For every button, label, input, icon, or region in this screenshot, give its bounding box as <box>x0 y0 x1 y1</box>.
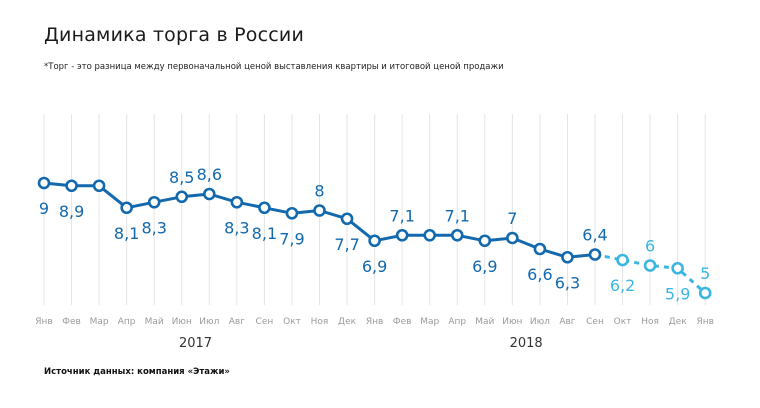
data-label: 8,6 <box>197 165 222 184</box>
x-tick-label: Авг <box>229 317 245 327</box>
x-tick-label: Сен <box>256 317 274 327</box>
x-tick-label: Окт <box>283 317 301 327</box>
x-tick-label: Апр <box>118 317 136 327</box>
forecast-point <box>616 253 629 267</box>
x-tick-label: Мар <box>90 317 109 327</box>
data-label: 9 <box>39 199 49 218</box>
data-point <box>533 242 547 256</box>
forecast-point <box>698 286 712 300</box>
x-tick-label: Окт <box>614 317 632 327</box>
forecast-point <box>643 259 657 272</box>
x-axis: Янв Фев Мар Апр Май Июн Июл Авг Сен Окт Ноя Дек Янв Ф… <box>35 317 714 351</box>
x-tick-label: Апр <box>448 317 466 327</box>
data-point <box>450 228 464 242</box>
data-label: 8,9 <box>59 202 84 221</box>
data-label: 7,7 <box>334 235 359 254</box>
footnote: *Торг - это разница между первоначальной… <box>44 62 504 72</box>
data-label: 8,1 <box>114 224 139 243</box>
data-label: 6,2 <box>610 276 635 295</box>
data-label: 8,3 <box>141 218 166 237</box>
x-tick-label: Ноя <box>641 317 659 327</box>
data-point <box>120 201 133 215</box>
data-label: 6,9 <box>472 257 497 276</box>
year-label: 2017 <box>179 336 212 351</box>
data-label: 6 <box>645 237 655 256</box>
data-label: 8 <box>314 182 324 201</box>
x-tick-label: Сен <box>586 317 604 327</box>
grid-lines <box>43 114 706 305</box>
x-tick-label: Мар <box>420 317 439 327</box>
x-tick-label: Май <box>475 317 494 327</box>
data-label: 6,6 <box>527 265 552 284</box>
forecast-point <box>671 261 684 275</box>
x-tick-label: Июн <box>172 317 192 327</box>
x-tick-label: Июн <box>502 317 522 327</box>
data-point <box>37 176 51 190</box>
data-point <box>92 179 106 193</box>
data-label: 8,3 <box>224 218 249 237</box>
data-point <box>561 250 574 264</box>
data-label: 7 <box>507 209 517 228</box>
chart-title: Динамика торга в России <box>44 24 305 46</box>
x-tick-label: Ноя <box>311 317 329 327</box>
data-point <box>230 195 244 209</box>
data-point <box>395 228 409 242</box>
data-point <box>285 206 299 220</box>
data-label: 8,1 <box>252 224 277 243</box>
data-label: 6,4 <box>582 226 607 245</box>
data-label: 7,9 <box>279 229 304 248</box>
x-tick-label: Авг <box>559 317 575 327</box>
x-tick-label: Дек <box>338 317 357 327</box>
data-point <box>588 248 602 261</box>
data-label: 6,3 <box>555 273 580 292</box>
data-point <box>147 195 161 209</box>
data-label: 8,5 <box>169 168 194 187</box>
x-tick-label: Дек <box>669 317 688 327</box>
data-points <box>37 176 712 300</box>
data-point <box>313 204 326 217</box>
x-tick-label: Фев <box>62 317 81 327</box>
data-point <box>478 234 492 248</box>
x-tick-label: Июл <box>530 317 550 327</box>
x-tick-label: Янв <box>696 317 713 327</box>
data-point <box>258 201 271 215</box>
x-tick-label: Июл <box>199 317 219 327</box>
x-tick-label: Фев <box>393 317 412 327</box>
data-label: 7,1 <box>445 206 470 225</box>
data-point <box>506 231 519 245</box>
data-point <box>340 212 354 226</box>
data-label: 5,9 <box>665 284 690 303</box>
data-point <box>203 187 216 201</box>
data-labels: 9 8,98,1 8,38,5 8,68,3 8,1 7,987,76,97,1 7,16,… <box>39 165 710 303</box>
data-label: 6,9 <box>362 257 387 276</box>
x-tick-label: Янв <box>35 317 52 327</box>
data-point <box>65 179 78 193</box>
year-label: 2018 <box>510 336 543 351</box>
data-point <box>368 234 381 248</box>
source-note: Источник данных: компания «Этажи» <box>44 367 230 377</box>
x-tick-label: Янв <box>366 317 383 327</box>
x-tick-label: Май <box>145 317 164 327</box>
data-label: 7,1 <box>389 206 414 225</box>
data-point <box>423 228 437 242</box>
data-point <box>175 190 189 204</box>
data-label: 5 <box>700 264 710 283</box>
